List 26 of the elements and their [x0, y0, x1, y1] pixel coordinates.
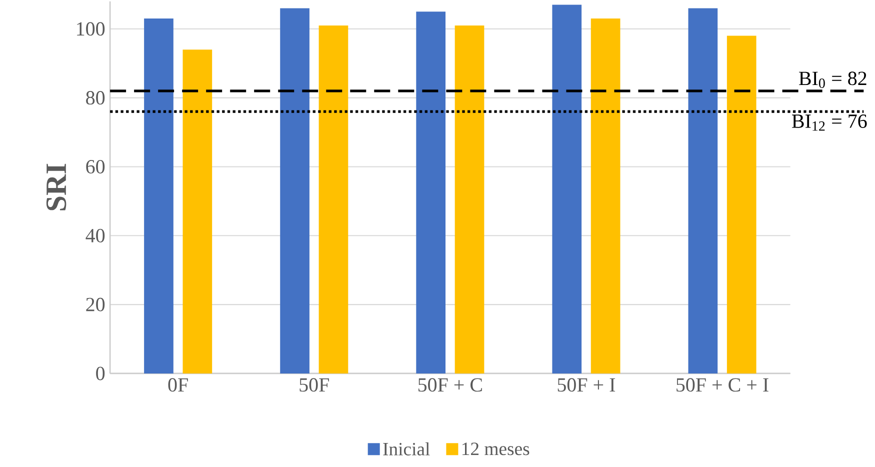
bar: [552, 4, 582, 374]
y-axis-title: SRI: [46, 164, 66, 210]
bar: [318, 26, 348, 374]
y-tick-label: 80: [86, 91, 105, 105]
x-tick-label: 50F + C + I: [676, 378, 768, 392]
x-tick-label: 50F: [300, 378, 329, 392]
bar: [590, 18, 620, 374]
legend-label: Inicial: [383, 442, 430, 456]
legend-label: 12 meses: [462, 442, 530, 456]
bar: [144, 18, 174, 374]
y-tick-label: 60: [86, 160, 105, 174]
bar: [454, 26, 484, 374]
bar: [280, 8, 310, 374]
x-tick-label: 50F + C: [418, 378, 482, 392]
y-tick-label: 40: [86, 228, 105, 242]
x-tick-label: 50F + I: [558, 378, 616, 392]
ref-line-label: BI$_{12}$ = 76: [792, 114, 867, 131]
bar: [182, 50, 212, 374]
ref-line-label: BI$_{0}$ = 82: [799, 72, 866, 88]
y-tick-label: 100: [77, 22, 105, 36]
y-tick-label: 20: [86, 298, 105, 312]
y-tick-label: 0: [96, 366, 105, 380]
x-tick-label: 0F: [168, 378, 188, 392]
bar: [726, 36, 756, 374]
bar: [688, 8, 718, 374]
bar: [416, 12, 446, 374]
